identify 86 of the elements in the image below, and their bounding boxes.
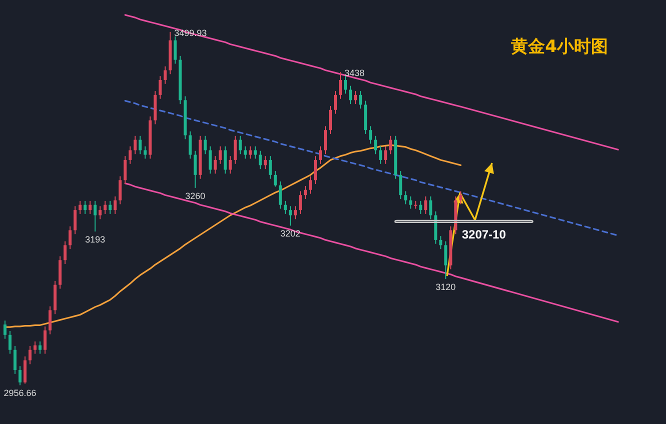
candlestick	[278, 180, 282, 210]
annotation: 2956.66	[4, 388, 36, 398]
candlestick	[34, 340, 37, 354]
candlestick	[48, 306, 52, 335]
candlestick	[444, 240, 448, 280]
candlestick	[314, 156, 317, 185]
annotation: 3202	[280, 228, 300, 239]
annotation: 3260	[185, 190, 206, 201]
candlestick	[258, 150, 262, 170]
candlestick	[204, 135, 207, 155]
candlestick	[64, 240, 67, 265]
candlestick	[24, 356, 27, 384]
candlestick	[164, 66, 167, 84]
text: 黄金4小时图	[510, 37, 608, 57]
candlestick	[104, 200, 107, 214]
candlestick	[94, 200, 97, 232]
candlestick	[88, 200, 92, 214]
candlestick	[429, 196, 432, 220]
candlestick	[404, 190, 408, 205]
candlestick	[389, 135, 392, 155]
candlestick	[328, 106, 332, 134]
candlestick	[134, 135, 137, 155]
candlestick	[374, 135, 378, 155]
candlestick	[369, 126, 372, 144]
candlestick	[294, 206, 297, 220]
candlestick	[324, 126, 327, 155]
candlestick	[288, 206, 292, 226]
candlestick	[68, 226, 72, 250]
candlestick	[424, 196, 428, 214]
candlestick	[138, 135, 142, 155]
candlestick	[108, 200, 112, 214]
candlestick	[114, 196, 117, 214]
candlestick	[354, 90, 358, 105]
candlestick	[84, 200, 87, 214]
candlestick	[284, 200, 287, 214]
candlestick	[28, 345, 32, 365]
candlestick	[359, 90, 362, 110]
candlestick	[4, 320, 7, 340]
candlestick	[254, 146, 257, 160]
candlestick	[308, 176, 312, 194]
candlestick	[214, 156, 217, 174]
candlestick	[118, 176, 122, 205]
candlestick	[298, 190, 302, 214]
candlestick	[268, 156, 272, 180]
candlestick	[224, 146, 227, 174]
candlestick	[264, 156, 267, 170]
candlestick	[234, 135, 237, 164]
candlestick	[78, 200, 82, 214]
candlestick	[318, 146, 322, 164]
candlestick	[218, 146, 222, 164]
candlestick	[128, 146, 132, 164]
candlestick	[274, 170, 277, 188]
candlestick	[344, 76, 348, 94]
candlestick	[98, 206, 102, 220]
candlestick	[194, 150, 197, 188]
candlestick	[38, 340, 42, 354]
candlestick	[74, 206, 77, 235]
candlestick	[399, 170, 402, 200]
candlestick	[459, 190, 462, 205]
candlestick	[334, 90, 338, 114]
annotation: 3438	[344, 68, 365, 78]
candlestick	[349, 85, 352, 105]
candlestick	[439, 236, 442, 250]
candlestick	[248, 146, 252, 160]
candlestick	[409, 196, 412, 210]
candlestick	[238, 135, 242, 155]
candlestick	[18, 366, 22, 386]
candlestick	[144, 146, 147, 160]
candlestick	[174, 36, 177, 64]
candlestick	[304, 185, 307, 200]
candlestick	[244, 146, 247, 160]
candlestick	[158, 76, 162, 100]
candlestick	[384, 146, 388, 164]
candlestick	[419, 200, 422, 214]
band-label: 3207-10	[462, 227, 506, 242]
candlestick	[8, 330, 12, 354]
candlestick	[208, 146, 212, 174]
candlestick	[188, 130, 192, 160]
annotation: 3120	[436, 282, 456, 292]
annotation: 3193	[85, 234, 106, 245]
candlestick	[379, 146, 382, 164]
candlestick	[228, 156, 232, 174]
candlestick	[14, 345, 17, 374]
candlestick	[44, 326, 47, 354]
candlestick	[339, 72, 342, 100]
candlestick	[124, 156, 127, 185]
